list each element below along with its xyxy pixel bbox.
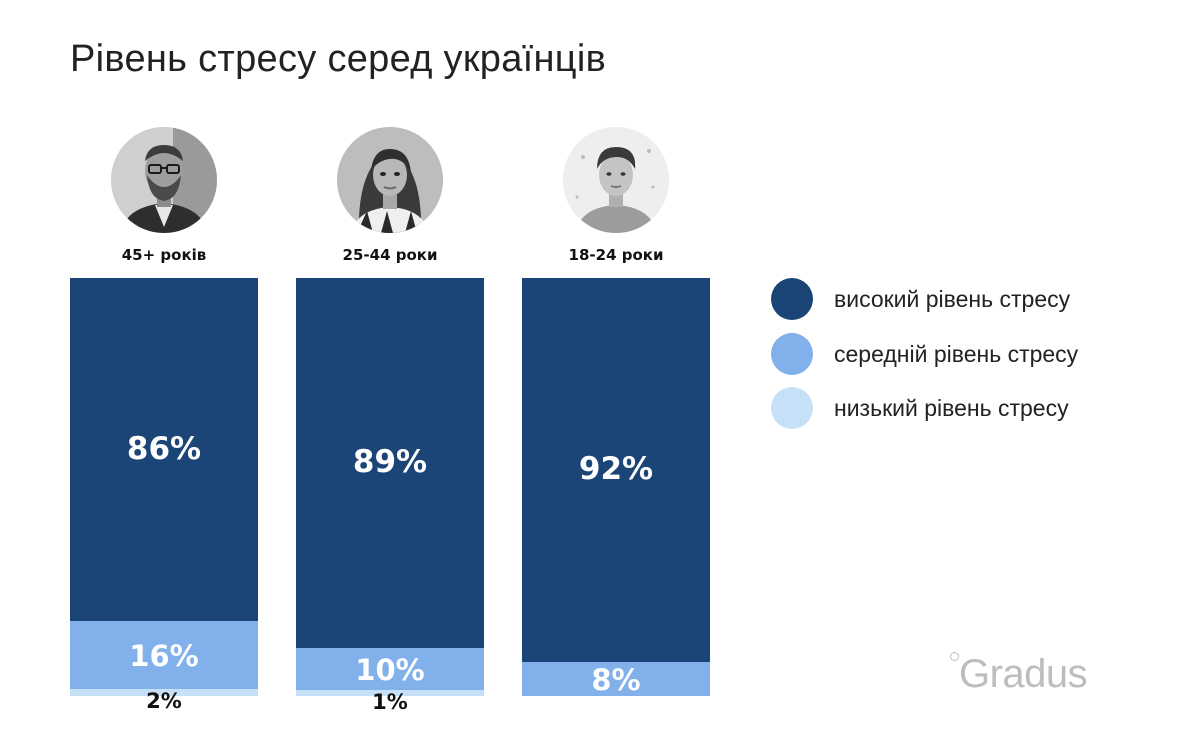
segment-low: [70, 689, 258, 696]
legend-item-medium: середній рівень стресу: [771, 333, 1151, 375]
segment-high: [522, 278, 710, 662]
stacked-bar: 89% 10% 1%: [296, 278, 484, 713]
avatar-woman-icon: [337, 127, 443, 233]
category-label: 25-44 роки: [342, 246, 438, 264]
legend-label: середній рівень стресу: [834, 341, 1079, 367]
segment-medium: [70, 621, 258, 690]
legend-swatch: [771, 278, 813, 320]
legend-label: високий рівень стресу: [834, 286, 1071, 312]
chart-title: Рівень стресу серед українців: [70, 38, 607, 80]
value-label-high: 86%: [126, 430, 202, 467]
bar-group-45-plus: 45+ років 86% 16% 2%: [70, 0, 258, 753]
legend-swatch: [771, 387, 813, 429]
value-label-high: 89%: [352, 443, 428, 480]
stacked-bar: 86% 16% 2%: [70, 278, 258, 712]
legend-item-high: високий рівень стресу: [771, 278, 1151, 320]
segment-low: [296, 690, 484, 696]
value-label-high: 92%: [578, 451, 654, 487]
avatar-man-icon: [111, 127, 217, 233]
value-label-low: 2%: [146, 689, 182, 714]
segment-high: [70, 278, 258, 622]
bar-group-25-44: 25-44 роки 89% 10% 1%: [296, 0, 484, 753]
logo-text: Gradus: [959, 652, 1088, 696]
segment-medium: [522, 662, 710, 696]
category-label: 18-24 роки: [568, 246, 664, 264]
legend-item-low: низький рівень стресу: [771, 387, 1151, 429]
category-label: 45+ років: [121, 246, 207, 264]
value-label-medium: 10%: [355, 652, 425, 687]
value-label-medium: 16%: [129, 639, 199, 674]
segment-medium: [296, 647, 484, 690]
bar-group-18-24: 18-24 роки 92% 8%: [522, 0, 710, 753]
avatar-young-man-icon: [563, 127, 669, 233]
legend-swatch: [771, 333, 813, 375]
stacked-bar: 92% 8%: [522, 278, 710, 696]
value-label-low: 1%: [372, 690, 408, 714]
logo-ring-icon: [950, 652, 959, 661]
gradus-logo: Gradus: [950, 650, 1110, 700]
value-label-medium: 8%: [591, 663, 641, 697]
legend-label: низький рівень стресу: [834, 395, 1069, 421]
segment-high: [296, 278, 484, 648]
